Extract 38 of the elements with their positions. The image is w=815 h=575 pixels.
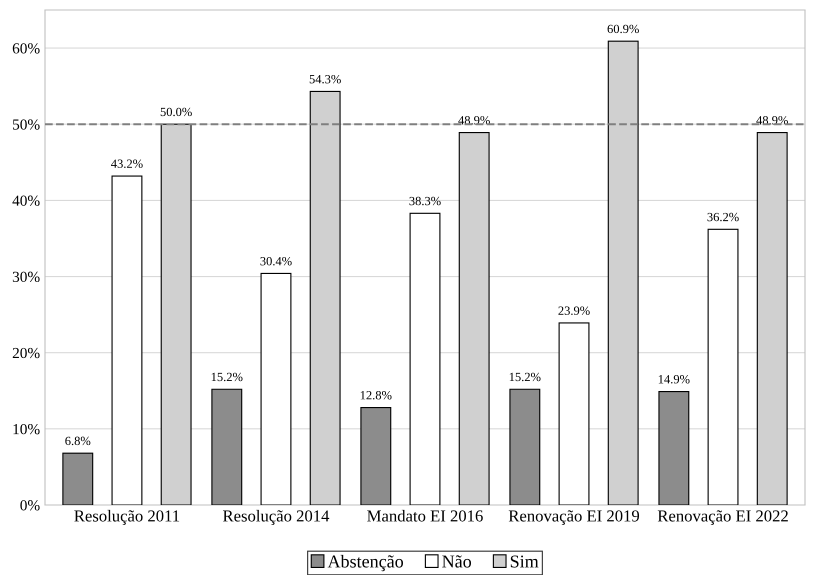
data-label: 50.0% — [160, 108, 192, 116]
x-tick-label: Renovação EI 2019 — [508, 510, 640, 525]
bar — [62, 452, 94, 505]
bar — [708, 228, 738, 505]
data-label: 60.9% — [608, 24, 639, 34]
bar — [211, 388, 242, 505]
legend-label: Não — [442, 555, 472, 568]
bar — [658, 390, 690, 505]
bar — [410, 212, 440, 505]
data-label: 14.9% — [658, 375, 690, 384]
data-label: 38.3% — [409, 196, 441, 206]
bar — [360, 406, 392, 505]
data-label: 23.9% — [558, 306, 590, 315]
legend-label: Sim — [510, 555, 538, 568]
y-tick-label: 50% — [13, 119, 40, 130]
data-label: 6.8% — [65, 436, 90, 446]
y-tick-label: 40% — [12, 196, 40, 206]
bar — [112, 175, 142, 505]
y-tick-label: 20% — [12, 348, 40, 358]
x-tick-label: Resolução 2014 — [222, 510, 330, 525]
x-tick-label: Resolução 2011 — [74, 510, 180, 525]
bar — [509, 388, 540, 505]
data-label: 30.4% — [260, 256, 292, 266]
x-tick-label: Renovação EI 2022 — [658, 510, 788, 525]
data-label: 43.2% — [111, 159, 143, 168]
data-label: 15.2% — [510, 372, 541, 382]
y-tick-label: 0% — [20, 500, 40, 510]
y-tick-label: 60% — [12, 43, 40, 54]
y-tick-label: 10% — [13, 424, 40, 434]
data-label: 12.8% — [360, 390, 392, 400]
legend-label: Abstenção — [328, 554, 404, 572]
bar — [260, 272, 292, 505]
data-label: 36.2% — [707, 212, 739, 222]
bar — [558, 322, 590, 505]
x-tick-label: Mandato EI 2016 — [367, 510, 483, 522]
y-tick-label: 30% — [12, 272, 40, 282]
data-label: 54.3% — [310, 74, 341, 84]
data-label: 15.2% — [212, 372, 243, 382]
